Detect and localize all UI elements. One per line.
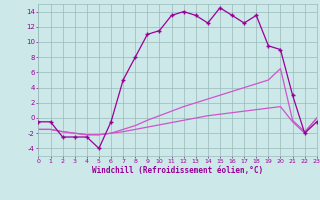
X-axis label: Windchill (Refroidissement éolien,°C): Windchill (Refroidissement éolien,°C) xyxy=(92,166,263,175)
